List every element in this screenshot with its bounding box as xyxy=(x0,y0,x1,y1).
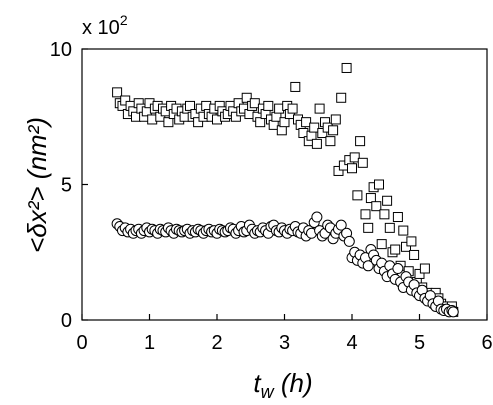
square-marker xyxy=(406,236,417,247)
square-marker xyxy=(301,117,312,128)
square-marker xyxy=(120,95,131,106)
x-tick-label: 5 xyxy=(414,332,425,354)
square-marker xyxy=(311,138,322,149)
square-marker xyxy=(390,244,401,255)
square-marker xyxy=(384,222,395,233)
square-marker xyxy=(290,81,301,92)
square-marker xyxy=(249,98,260,109)
x-tick-label: 4 xyxy=(346,332,357,354)
square-marker xyxy=(263,100,274,111)
square-marker xyxy=(355,136,366,147)
square-marker xyxy=(330,114,341,125)
square-marker xyxy=(349,152,360,163)
square-marker xyxy=(241,92,252,103)
square-marker xyxy=(392,212,403,223)
x-tick-label: 0 xyxy=(76,332,87,354)
x-axis-ticks: 0 1 2 3 4 5 6 xyxy=(76,314,493,354)
square-marker xyxy=(398,225,409,236)
square-marker xyxy=(193,117,204,128)
square-marker xyxy=(409,249,420,260)
x-tick-label: 3 xyxy=(279,332,290,354)
y-axis-multiplier: x 102 xyxy=(82,12,128,39)
square-marker xyxy=(374,179,384,190)
square-marker xyxy=(357,157,368,168)
square-marker xyxy=(371,201,382,212)
square-marker xyxy=(376,239,387,250)
square-marker xyxy=(382,195,393,206)
circle-marker xyxy=(335,219,347,231)
y-tick-label: 10 xyxy=(50,39,72,61)
square-marker xyxy=(341,62,352,73)
square-marker xyxy=(163,117,174,128)
circle-marker xyxy=(311,211,323,223)
square-marker xyxy=(279,117,290,128)
square-marker xyxy=(360,209,371,220)
square-marker xyxy=(336,92,347,103)
square-marker xyxy=(309,122,320,133)
plot-frame xyxy=(81,48,488,321)
square-marker xyxy=(325,136,336,147)
square-marker xyxy=(230,111,241,122)
y-tick-label: 5 xyxy=(61,175,72,197)
square-marker xyxy=(414,268,425,279)
y-axis-title: <δx²> (nm²) xyxy=(22,117,52,253)
x-tick-label: 1 xyxy=(144,332,155,354)
y-axis-ticks: 0 5 10 xyxy=(50,39,88,332)
plot-area-border xyxy=(81,48,488,321)
y-tick-label: 0 xyxy=(61,310,72,332)
square-marker xyxy=(328,125,339,136)
square-marker xyxy=(112,87,123,98)
x-tick-label: 6 xyxy=(481,332,492,354)
x-axis-title: tw (h) xyxy=(253,368,312,402)
square-marker xyxy=(255,117,266,128)
square-marker xyxy=(333,165,344,176)
square-marker xyxy=(419,263,430,274)
square-marker xyxy=(363,222,374,233)
data-points xyxy=(111,62,459,318)
square-marker xyxy=(379,209,390,220)
circle-marker xyxy=(392,263,404,275)
square-marker xyxy=(314,103,325,114)
square-marker xyxy=(317,128,328,139)
circle-marker xyxy=(343,235,355,247)
square-marker xyxy=(347,163,357,174)
circle-marker xyxy=(447,306,459,318)
square-marker xyxy=(352,190,363,201)
circle-marker xyxy=(362,260,374,272)
square-marker xyxy=(401,241,411,252)
square-marker xyxy=(365,193,376,204)
x-tick-label: 2 xyxy=(211,332,222,354)
square-marker xyxy=(185,100,195,111)
square-marker xyxy=(287,103,298,114)
